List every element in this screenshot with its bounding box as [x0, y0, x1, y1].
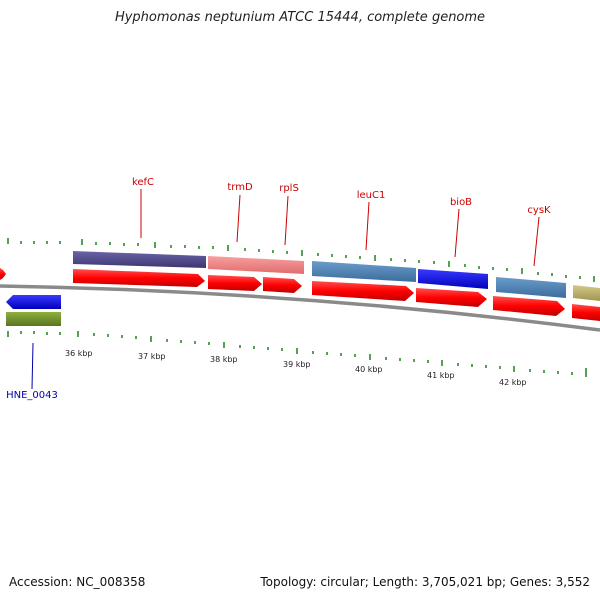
scale-label: 39 kbp	[283, 360, 311, 369]
cds-arrow[interactable]	[208, 275, 262, 291]
gene-label-bioB[interactable]: bioB	[450, 197, 472, 208]
cds-arrow[interactable]	[312, 281, 414, 301]
genome-backbone	[0, 284, 600, 332]
map-title: Hyphomonas neptunium ATCC 15444, complet…	[114, 10, 486, 25]
scale-label: 40 kbp	[355, 365, 383, 374]
gene-label-kefC[interactable]: kefC	[132, 177, 154, 188]
label-leader-bioB	[454, 208, 460, 258]
cds-arrow-reverse[interactable]	[6, 295, 61, 309]
cds-arrow[interactable]	[416, 288, 487, 307]
cds-arrow[interactable]	[263, 277, 302, 293]
label-leader-rplS	[284, 195, 289, 246]
cog-box-trmD-rplS[interactable]	[208, 256, 304, 274]
scale-label: 41 kbp	[427, 371, 455, 380]
cog-box-HNE_0043[interactable]	[6, 312, 61, 326]
cds-arrow[interactable]	[73, 269, 205, 287]
cds-arrow[interactable]	[493, 296, 565, 316]
topology-label: Topology: circular; Length: 3,705,021 bp…	[260, 575, 590, 589]
scale-label: 42 kbp	[499, 378, 527, 387]
accession-label: Accession: NC_008358	[9, 575, 146, 589]
cog-box-cysK[interactable]	[496, 277, 566, 298]
gene-label-rplS[interactable]: rplS	[279, 183, 299, 194]
cds-arrow[interactable]	[572, 304, 600, 321]
gene-label-HNE_0043[interactable]: HNE_0043	[6, 390, 58, 401]
cog-box-next[interactable]	[573, 285, 600, 301]
cog-box-bioB[interactable]	[418, 269, 488, 289]
gene-label-leuC1[interactable]: leuC1	[357, 190, 386, 201]
cog-box-leuC1[interactable]	[312, 261, 416, 282]
upper-tick-row	[7, 238, 595, 282]
scale-label: 36 kbp	[65, 349, 93, 358]
scale-label: 38 kbp	[210, 355, 238, 364]
cog-box-kefC[interactable]	[73, 251, 206, 268]
label-leader-leuC1	[365, 201, 370, 251]
label-leader-cysK	[533, 216, 540, 267]
scale-label: 37 kbp	[138, 352, 166, 361]
label-leader-HNE_0043	[31, 342, 34, 390]
label-leader-trmD	[236, 194, 241, 243]
gene-label-trmD[interactable]: trmD	[227, 182, 253, 193]
lower-tick-row	[7, 331, 587, 377]
gene-label-cysK[interactable]: cysK	[527, 205, 551, 216]
cds-arrow[interactable]	[0, 268, 6, 280]
cog-track	[6, 251, 600, 326]
cds-forward-track	[0, 268, 600, 321]
